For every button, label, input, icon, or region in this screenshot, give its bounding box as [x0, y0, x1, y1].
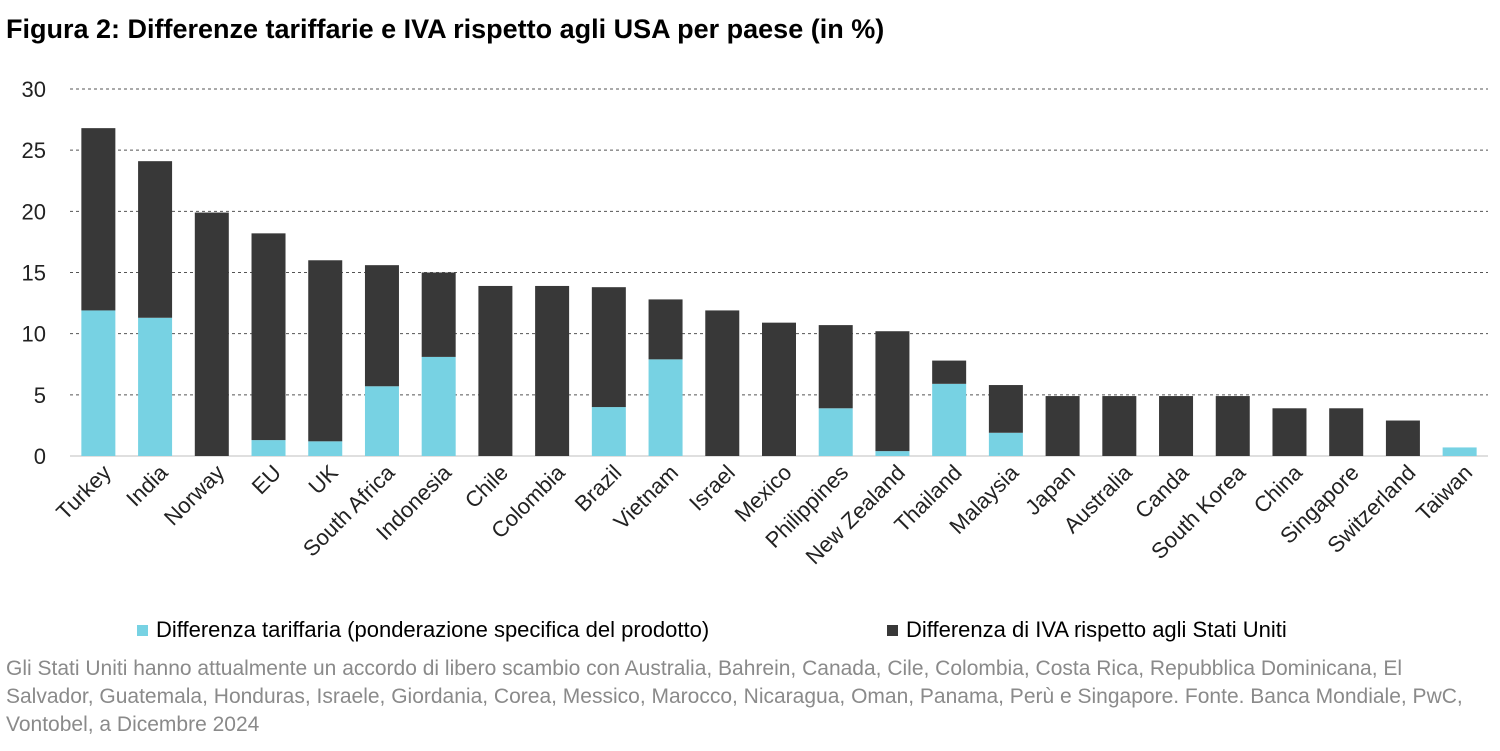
bar-tariff-taiwan: [1442, 447, 1477, 456]
bar-tariff-malaysia: [988, 432, 1023, 456]
bar-vat-japan: [1045, 396, 1080, 456]
legend-swatch-vat: [887, 624, 898, 636]
bar-tariff-indonesia: [421, 356, 456, 456]
x-tick-label: UK: [303, 460, 343, 500]
bar-vat-turkey: [81, 128, 116, 311]
bar-vat-philippines: [818, 325, 853, 409]
bar-vat-norway: [194, 212, 229, 456]
y-tick-label: 25: [22, 138, 46, 163]
bar-tariff-uk: [308, 441, 343, 456]
bar-vat-brazil: [591, 287, 626, 408]
y-tick-label: 30: [22, 77, 46, 102]
bar-vat-israel: [705, 310, 740, 456]
bar-vat-australia: [1102, 396, 1137, 456]
bar-vat-south-korea: [1215, 396, 1250, 456]
x-tick-label: EU: [247, 460, 286, 499]
y-tick-label: 0: [34, 444, 46, 469]
bar-vat-malaysia: [988, 385, 1023, 433]
bar-vat-colombia: [535, 285, 570, 456]
x-tick-label: Taiwan: [1411, 460, 1477, 526]
legend-swatch-tariff: [137, 624, 148, 636]
chart-title: Figura 2: Differenze tariffarie e IVA ri…: [6, 14, 885, 44]
bar-vat-new-zealand: [875, 331, 910, 452]
bar-vat-switzerland: [1385, 420, 1420, 456]
x-tick-label: Turkey: [51, 460, 116, 525]
bar-vat-eu: [251, 233, 286, 441]
bar-tariff-turkey: [81, 310, 116, 456]
bar-tariff-india: [138, 317, 173, 456]
x-tick-label: Norway: [159, 460, 229, 530]
legend-item-tariff[interactable]: Differenza tariffaria (ponderazione spec…: [137, 617, 709, 643]
footnote: Gli Stati Uniti hanno attualmente un acc…: [6, 657, 1463, 736]
bar-vat-chile: [478, 285, 513, 456]
bar-tariff-philippines: [818, 408, 853, 456]
y-tick-label: 5: [34, 383, 46, 408]
bar-vat-canda: [1159, 396, 1194, 456]
legend-item-vat[interactable]: Differenza di IVA rispetto agli Stati Un…: [887, 617, 1287, 643]
bar-tariff-vietnam: [648, 359, 683, 456]
bar-vat-singapore: [1329, 408, 1364, 456]
x-tick-label: India: [121, 459, 173, 511]
bar-vat-india: [138, 161, 173, 318]
y-axis-ticks: 0 5 10 15 20 25 30: [22, 77, 46, 469]
x-tick-label: Chile: [460, 460, 513, 513]
bar-vat-vietnam: [648, 299, 683, 360]
bar-vat-china: [1272, 408, 1307, 456]
bars: [81, 128, 1477, 456]
legend: Differenza tariffaria (ponderazione spec…: [0, 617, 1500, 643]
bar-tariff-brazil: [591, 407, 626, 456]
y-tick-label: 15: [22, 261, 46, 286]
bar-vat-south-africa: [364, 265, 399, 387]
bar-tariff-south-africa: [364, 386, 399, 456]
y-tick-label: 10: [22, 322, 46, 347]
bar-vat-thailand: [932, 360, 967, 384]
y-tick-label: 20: [22, 199, 46, 224]
bar-vat-uk: [308, 260, 343, 442]
legend-label-vat: Differenza di IVA rispetto agli Stati Un…: [906, 617, 1287, 642]
bar-tariff-thailand: [932, 383, 967, 456]
bar-tariff-new-zealand: [875, 451, 910, 456]
legend-label-tariff: Differenza tariffaria (ponderazione spec…: [156, 617, 710, 642]
bar-vat-indonesia: [421, 272, 456, 357]
bar-vat-mexico: [762, 322, 796, 456]
bar-tariff-eu: [251, 440, 286, 456]
